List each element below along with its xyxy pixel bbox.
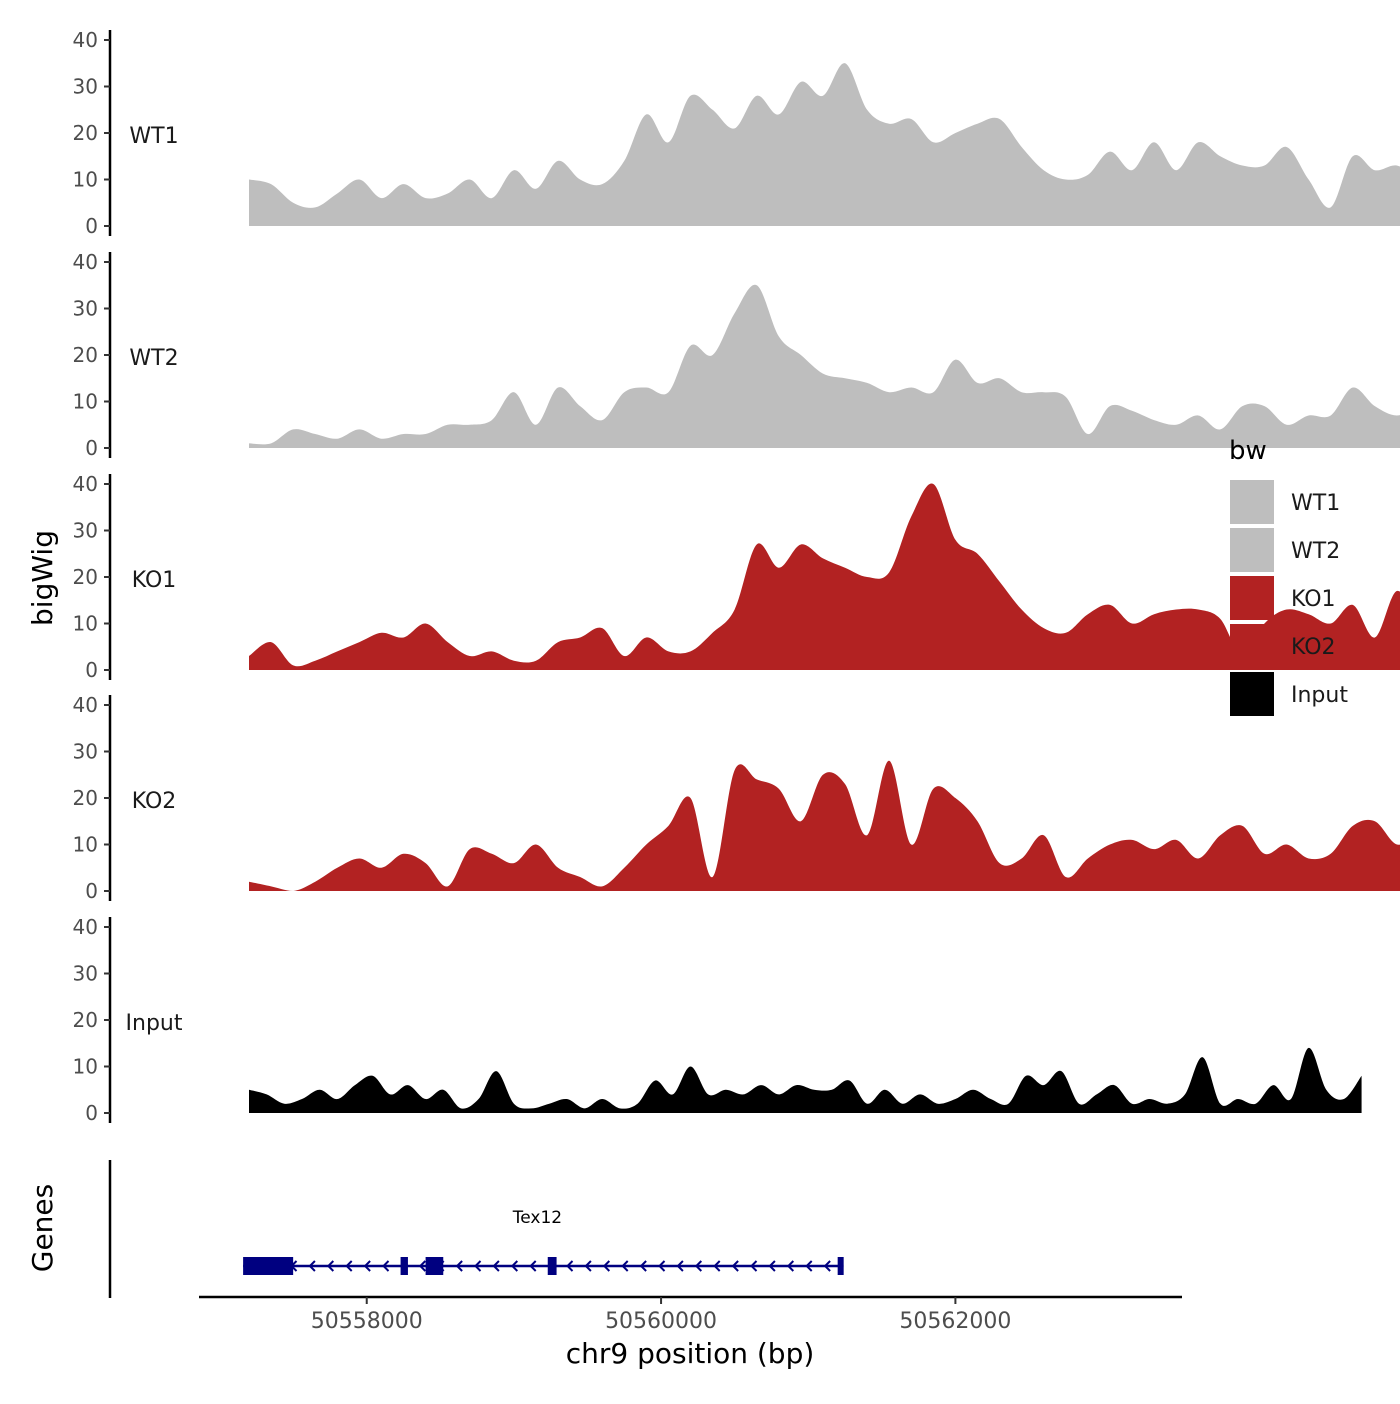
strand-arrow-icon [584, 1260, 592, 1272]
legend-title: bw [1229, 436, 1267, 466]
track-area-ko1 [249, 483, 1400, 670]
track-label: KO2 [132, 789, 177, 814]
legend-label: KO2 [1291, 635, 1336, 660]
legend-key-input [1230, 672, 1274, 716]
track-label: WT2 [129, 346, 178, 371]
y-tick-label: 10 [73, 390, 98, 414]
strand-arrow-icon [676, 1260, 684, 1272]
x-axis-title: chr9 position (bp) [566, 1337, 815, 1370]
strand-arrow-icon [382, 1260, 390, 1272]
track-panel-wt1: 0 10 20 30 40 WT1 [73, 28, 1400, 238]
strand-arrow-icon [510, 1260, 519, 1272]
strand-arrow-icon [363, 1260, 371, 1272]
y-tick-label: 30 [73, 75, 98, 99]
y-tick-label: 0 [85, 436, 98, 460]
y-axis-title: bigWig [26, 530, 59, 626]
y-tick-label: 20 [73, 121, 98, 145]
y-tick-label: 30 [73, 740, 98, 764]
gene-model: Tex12 [243, 1208, 844, 1275]
y-tick-label: 0 [85, 879, 98, 903]
track-panel-ko1: 0 10 20 30 40 KO1 [73, 472, 1400, 682]
strand-arrow-icon [621, 1260, 629, 1272]
track-area-wt1 [249, 63, 1400, 226]
legend-key-ko1 [1230, 576, 1274, 620]
y-tick-label: 30 [73, 519, 98, 543]
strand-arrow-icon [658, 1260, 666, 1272]
track-panel-ko2: 0 10 20 30 40 KO2 [73, 693, 1400, 903]
strand-arrow-icon [345, 1260, 353, 1272]
strand-arrow-icon [308, 1260, 316, 1272]
strand-arrow-icon [750, 1260, 758, 1272]
y-tick-label: 20 [73, 1008, 98, 1032]
strand-arrow-icon [474, 1260, 482, 1272]
strand-arrow-icon [768, 1260, 776, 1272]
y-tick-label: 40 [73, 472, 98, 496]
track-label: KO1 [132, 568, 177, 593]
gene-exon [837, 1257, 844, 1275]
y-tick-label: 20 [73, 565, 98, 589]
strand-arrow-icon [326, 1260, 335, 1272]
track-area-ko2 [249, 760, 1400, 891]
legend-label: Input [1291, 683, 1348, 708]
y-tick-label: 30 [73, 962, 98, 986]
track-label: Input [126, 1011, 183, 1036]
track-panel-input: 0 10 20 30 40 Input [73, 915, 1362, 1125]
legend-label: WT1 [1291, 491, 1340, 516]
y-tick-label: 20 [73, 343, 98, 367]
legend-label: KO1 [1291, 587, 1336, 612]
y-tick-label: 40 [73, 693, 98, 717]
strand-arrow-icon [566, 1260, 574, 1272]
x-tick-label: 50560000 [605, 1309, 717, 1334]
y-tick-label: 40 [73, 28, 98, 52]
strand-arrow-icon [418, 1260, 427, 1272]
strand-arrow-icon [713, 1260, 721, 1272]
track-area-wt2 [249, 284, 1400, 448]
gene-exon [400, 1257, 408, 1275]
y-tick-label: 40 [73, 250, 98, 274]
strand-arrow-icon [731, 1260, 739, 1272]
strand-arrow-icon [694, 1260, 703, 1272]
gene-name-label: Tex12 [512, 1208, 562, 1228]
gene-exon [243, 1257, 294, 1275]
strand-arrow-icon [602, 1260, 611, 1272]
y-tick-label: 0 [85, 1101, 98, 1125]
strand-arrow-icon [823, 1260, 831, 1272]
x-tick-label: 50558000 [311, 1309, 423, 1334]
legend-key-ko2 [1230, 624, 1274, 668]
genes-axis-title: Genes [26, 1184, 59, 1272]
y-tick-label: 10 [73, 612, 98, 636]
strand-arrow-icon [805, 1260, 813, 1272]
legend-key-wt2 [1230, 528, 1274, 572]
y-tick-label: 10 [73, 168, 98, 192]
y-tick-label: 10 [73, 1055, 98, 1079]
strand-arrow-icon [529, 1260, 537, 1272]
strand-arrow-icon [455, 1260, 463, 1272]
y-tick-label: 20 [73, 786, 98, 810]
strand-arrow-icon [492, 1260, 500, 1272]
legend-key-wt1 [1230, 480, 1274, 524]
strand-arrow-icon [639, 1260, 647, 1272]
legend-label: WT2 [1291, 539, 1340, 564]
y-tick-label: 30 [73, 297, 98, 321]
y-tick-label: 40 [73, 915, 98, 939]
legend: bw WT1 WT2 KO1 KO2 Input [1229, 436, 1348, 716]
gene-exon [547, 1257, 557, 1275]
y-tick-label: 0 [85, 214, 98, 238]
x-tick-label: 50562000 [899, 1309, 1011, 1334]
track-panel-wt2: 0 10 20 30 40 WT2 [73, 250, 1400, 460]
y-tick-label: 10 [73, 833, 98, 857]
track-area-input [249, 1047, 1362, 1113]
gene-exon [425, 1257, 444, 1275]
track-label: WT1 [129, 124, 178, 149]
strand-arrow-icon [786, 1260, 795, 1272]
y-tick-label: 0 [85, 658, 98, 682]
